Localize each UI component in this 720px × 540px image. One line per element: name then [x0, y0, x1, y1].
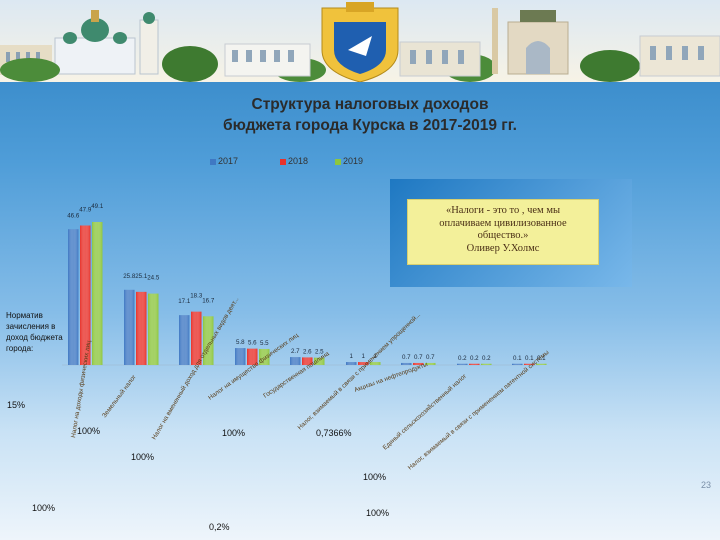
bar-shine-2018-8: [469, 363, 480, 365]
building-center-left: [224, 43, 311, 77]
legend-label-2019: 2019: [343, 156, 364, 166]
data-label-2017-9: 0.1: [513, 355, 522, 362]
bar-shine-2019-1: [92, 222, 103, 365]
norm-percentage-8: 100%: [366, 508, 390, 518]
bar-shine-2018-1: [80, 225, 91, 365]
data-label-2019-2: 24.5: [147, 275, 160, 282]
bar-shine-2017-7: [401, 362, 412, 365]
data-label-2018-6: 1: [362, 353, 366, 360]
bar-shine-2017-2: [124, 289, 135, 365]
bar-shine-2017-9: [512, 363, 523, 365]
data-label-2017-1: 46.6: [67, 212, 80, 219]
bar-shine-2017-5: [290, 357, 301, 365]
city-banner: [0, 0, 720, 82]
quote-line-2: оплачиваем цивилизованное: [439, 217, 567, 229]
bar-shine-2018-4: [247, 348, 258, 365]
category-label-2: Земельный налог: [100, 373, 138, 420]
quote-panel: «Налоги - это то , чем мы оплачиваем цив…: [390, 179, 632, 287]
data-label-2017-4: 5.8: [236, 339, 245, 346]
bar-shine-2019-2: [148, 293, 159, 365]
legend-label-2018: 2018: [288, 156, 309, 166]
norm-percentage-3: 100%: [222, 428, 246, 438]
quote-line-3: общество.»: [477, 230, 529, 241]
norm-percentage-9: 0,2%: [209, 522, 230, 532]
norm-percentage-7: 100%: [32, 503, 56, 513]
title-line-2: бюджета города Курска в 2017-2019 гг.: [223, 117, 517, 134]
legend-item-2017: 2017: [210, 156, 238, 166]
data-label-2018-5: 2.6: [303, 348, 312, 355]
bar-shine-2018-5: [302, 357, 313, 365]
legend-item-2019: 2019: [335, 156, 363, 166]
chart-legend: 2017 2018 2019: [210, 156, 410, 168]
norm-percentage-5: 0,7366%: [316, 428, 352, 438]
data-label-2017-7: 0.7: [402, 354, 411, 361]
data-label-2019-8: 0.2: [482, 355, 491, 362]
bar-shine-2017-3: [179, 315, 190, 365]
data-label-2018-1: 47.9: [79, 206, 92, 213]
data-label-2018-8: 0.2: [470, 355, 479, 362]
page-number: 23: [701, 480, 712, 490]
title-line-1: Структура налоговых доходов: [251, 96, 489, 113]
bar-shine-2019-6: [370, 362, 381, 365]
triumphal-arch: [492, 8, 569, 75]
data-label-2017-6: 1: [350, 353, 354, 360]
legend-swatch-2018: [280, 158, 286, 165]
bar-shine-2017-1: [68, 229, 79, 365]
data-label-2019-3: 16.7: [202, 297, 215, 304]
cathedral-left: [54, 10, 159, 75]
norm-percentage-1: 15%: [7, 400, 26, 410]
quote-line-1: «Налоги - это то , чем мы: [445, 205, 561, 216]
data-label-2017-3: 17.1: [178, 298, 191, 305]
bar-shine-2019-4: [259, 348, 270, 365]
building-right: [639, 35, 720, 77]
legend-swatch-2017: [210, 158, 216, 165]
legend-item-2018: 2018: [280, 156, 308, 166]
chart-title: Структура налоговых доходов бюджета горо…: [150, 94, 590, 136]
norm-percentage-4: 100%: [131, 452, 155, 462]
data-label-2017-8: 0.2: [458, 355, 467, 362]
data-label-2018-9: 0.1: [525, 355, 534, 362]
data-label-2018-2: 25.1: [135, 273, 148, 280]
coat-of-arms: [321, 2, 399, 82]
legend-label-2017: 2017: [218, 156, 239, 166]
bar-shine-2019-8: [481, 363, 492, 365]
data-label-2018-4: 5.6: [248, 340, 257, 347]
bar-shine-2019-3: [203, 316, 214, 365]
data-label-2019-9: 0.1: [537, 355, 546, 362]
bar-shine-2019-7: [425, 362, 436, 365]
bar-shine-2017-4: [235, 348, 246, 365]
bar-shine-2019-9: [536, 363, 547, 365]
data-label-2019-6: 1: [374, 353, 378, 360]
data-label-2019-7: 0.7: [426, 354, 435, 361]
bar-shine-2017-6: [346, 362, 357, 365]
quote-author: Оливер У.Холмс: [466, 242, 540, 254]
bar-shine-2018-9: [524, 363, 535, 365]
data-label-2018-7: 0.7: [414, 354, 423, 361]
norm-percentage-6: 100%: [363, 472, 387, 482]
norm-percentage-2: 100%: [77, 426, 101, 436]
quote-card: «Налоги - это то , чем мы оплачиваем цив…: [407, 199, 599, 265]
legend-swatch-2019: [335, 158, 341, 165]
bar-shine-2018-2: [136, 291, 147, 365]
norm-label: Норматив зачисления в доход бюджета горо…: [6, 311, 63, 353]
bar-shine-2018-7: [413, 362, 424, 365]
category-label-8: Единый сельскохозяйственный налог: [381, 372, 469, 452]
bar-shine-2018-6: [358, 362, 369, 365]
data-label-2019-1: 49.1: [91, 203, 104, 210]
bar-shine-2017-8: [457, 363, 468, 365]
bar-shine-2018-3: [191, 311, 202, 365]
data-label-2019-4: 5.5: [260, 340, 269, 347]
data-label-2019-5: 2.5: [315, 349, 324, 356]
data-label-2017-5: 2.7: [291, 348, 300, 355]
data-label-2018-3: 18.3: [190, 293, 203, 300]
building-center-right: [399, 41, 481, 77]
data-label-2017-2: 25.8: [123, 273, 136, 280]
bar-shine-2019-5: [314, 357, 325, 365]
